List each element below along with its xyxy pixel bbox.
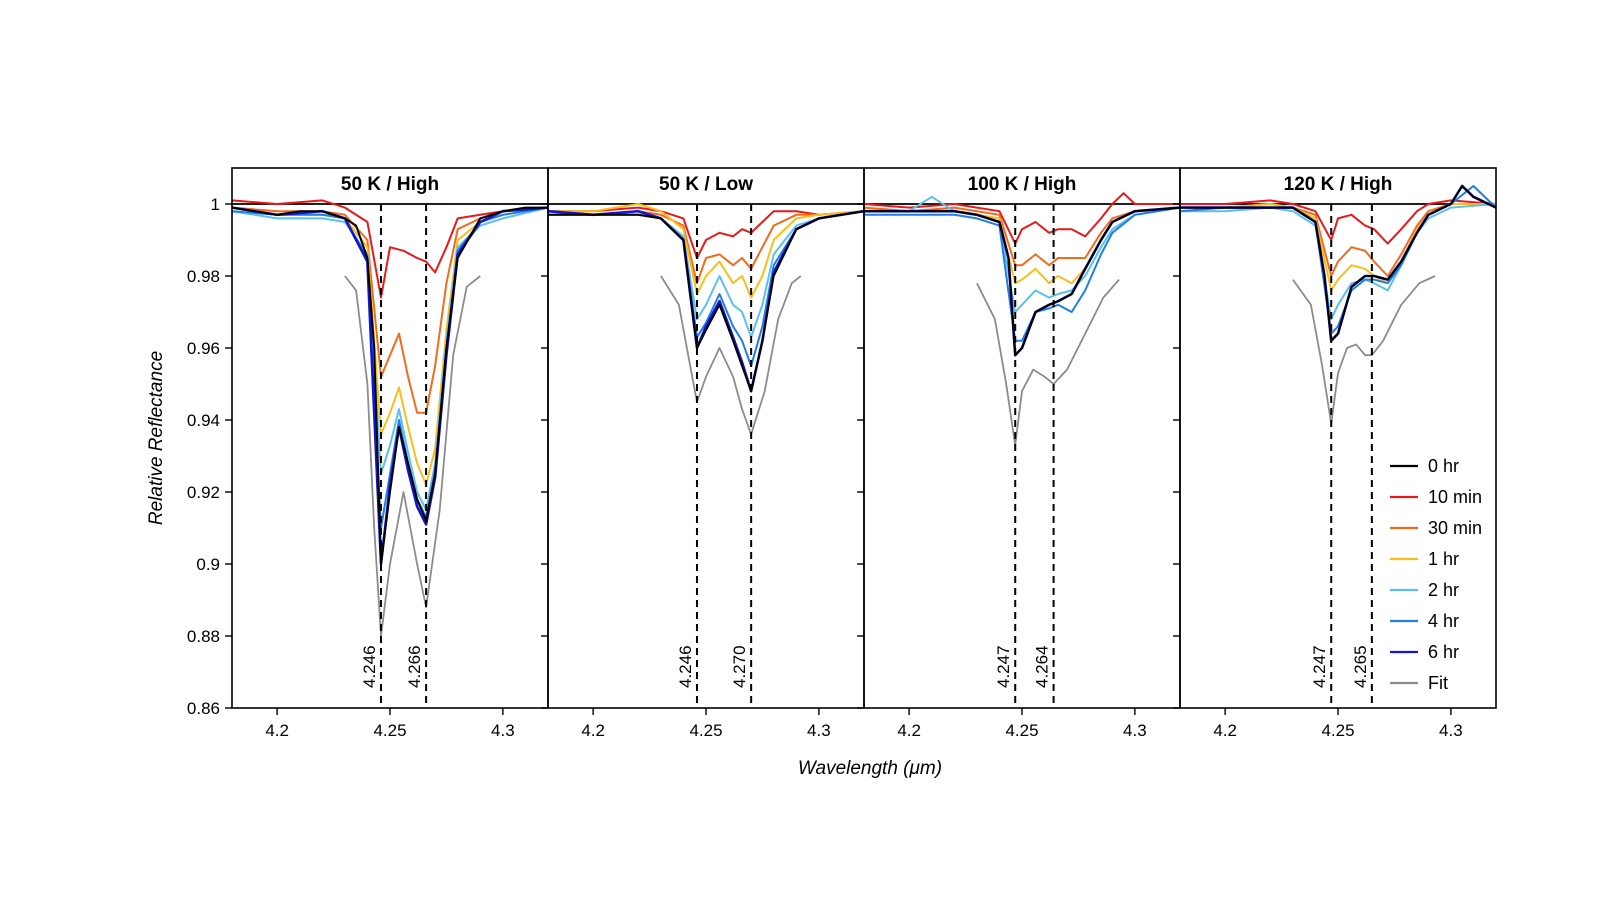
band-center-label: 4.246 bbox=[676, 645, 695, 688]
legend-label: 1 hr bbox=[1428, 549, 1459, 569]
legend-label: 2 hr bbox=[1428, 580, 1459, 600]
x-tick-label: 4.3 bbox=[491, 721, 515, 740]
panel-title: 50 K / High bbox=[341, 174, 439, 195]
series-line-30-min bbox=[232, 206, 548, 414]
band-center-label: 4.247 bbox=[994, 645, 1013, 688]
series-line-Fit bbox=[344, 275, 481, 637]
panel-4: 4.247 4.265 120 K / High 4.2 4.25 4.3 bbox=[1173, 167, 1497, 740]
series-group bbox=[548, 203, 864, 436]
legend-label: Fit bbox=[1428, 673, 1448, 693]
series-line-Fit bbox=[1292, 275, 1436, 425]
panel-title: 120 K / High bbox=[1284, 174, 1393, 195]
series-line-10-min bbox=[864, 192, 1180, 245]
x-tick-label: 4.2 bbox=[265, 721, 289, 740]
x-tick-label: 4.2 bbox=[897, 721, 921, 740]
series-line-0-hr bbox=[232, 206, 548, 565]
series-line-0-hr bbox=[548, 210, 864, 393]
y-tick-label: 0.96 bbox=[187, 339, 220, 358]
y-tick-label: 0.9 bbox=[196, 555, 220, 574]
series-group bbox=[1180, 184, 1496, 425]
series-line-30-min bbox=[548, 210, 864, 285]
band-center-label: 4.265 bbox=[1351, 645, 1370, 688]
x-axis-title: Wavelength (μm) bbox=[798, 758, 942, 779]
band-center-label: 4.264 bbox=[1033, 645, 1052, 688]
panel-frame bbox=[863, 167, 1181, 709]
x-tick-label: 4.3 bbox=[807, 721, 831, 740]
series-line-Fit bbox=[976, 279, 1120, 447]
y-tick-label: 0.98 bbox=[187, 267, 220, 286]
panel-3: 4.247 4.264 100 K / High 4.2 4.25 4.3 bbox=[857, 167, 1181, 740]
x-tick-label: 4.25 bbox=[373, 721, 406, 740]
band-center-label: 4.246 bbox=[360, 645, 379, 688]
legend-label: 6 hr bbox=[1428, 642, 1459, 662]
y-tick-label: 1 bbox=[211, 195, 220, 214]
band-center-label: 4.270 bbox=[730, 645, 749, 688]
series-line-1-hr bbox=[864, 206, 1180, 285]
series-line-30-min bbox=[864, 206, 1180, 267]
series-line-10-min bbox=[1180, 199, 1496, 245]
x-tick-label: 4.2 bbox=[581, 721, 605, 740]
series-line-10-min bbox=[548, 206, 864, 259]
band-center-label: 4.247 bbox=[1310, 645, 1329, 688]
legend-label: 0 hr bbox=[1428, 456, 1459, 476]
series-line-0-hr bbox=[864, 206, 1180, 357]
series-line-1-hr bbox=[1180, 203, 1496, 292]
series-line-2-hr bbox=[232, 206, 548, 511]
series-group bbox=[232, 199, 548, 637]
y-tick-label: 0.92 bbox=[187, 483, 220, 502]
y-tick-label: 0.86 bbox=[187, 699, 220, 718]
x-tick-label: 4.2 bbox=[1213, 721, 1237, 740]
legend-label: 4 hr bbox=[1428, 611, 1459, 631]
series-line-4-hr bbox=[548, 210, 864, 367]
panel-title: 100 K / High bbox=[968, 174, 1077, 195]
panel-1: 4.246 4.266 50 K / High 4.2 4.25 4.3 0.86 0.88 0… bbox=[187, 167, 549, 740]
series-line-6-hr bbox=[548, 209, 864, 393]
series-line-0-hr bbox=[1180, 185, 1496, 342]
series-group bbox=[864, 192, 1180, 447]
y-axis-title: Relative Reflectance bbox=[146, 351, 167, 525]
x-tick-label: 4.25 bbox=[689, 721, 722, 740]
panel-frame bbox=[547, 167, 865, 709]
series-line-6-hr bbox=[232, 206, 548, 566]
y-tick-label: 0.88 bbox=[187, 627, 220, 646]
y-tick-label: 0.94 bbox=[187, 411, 220, 430]
series-line-30-min bbox=[1180, 203, 1496, 277]
panel-title: 50 K / Low bbox=[659, 174, 753, 195]
axis-titles: Wavelength (μm) Relative Reflectance bbox=[146, 351, 942, 779]
band-center-label: 4.266 bbox=[405, 645, 424, 688]
series-line-2-hr bbox=[864, 195, 1180, 313]
legend-label: 30 min bbox=[1428, 518, 1482, 538]
x-tick-label: 4.25 bbox=[1005, 721, 1038, 740]
series-line-Fit bbox=[660, 275, 802, 436]
legend-label: 10 min bbox=[1428, 487, 1482, 507]
panel-2: 4.246 4.270 50 K / Low 4.2 4.25 4.3 bbox=[541, 167, 865, 740]
x-tick-label: 4.3 bbox=[1123, 721, 1147, 740]
x-tick-label: 4.25 bbox=[1321, 721, 1354, 740]
series-line-4-hr bbox=[864, 206, 1180, 342]
legend: 0 hr 10 min 30 min 1 hr 2 hr 4 hr 6 hr Fit bbox=[1390, 456, 1482, 693]
chart-panels: 4.246 4.266 50 K / High 4.2 4.25 4.3 0.86 0.88 0… bbox=[187, 167, 1497, 740]
series-line-1-hr bbox=[548, 203, 864, 299]
series-line-10-min bbox=[232, 199, 548, 299]
series-line-2-hr bbox=[548, 210, 864, 339]
x-tick-label: 4.3 bbox=[1439, 721, 1463, 740]
